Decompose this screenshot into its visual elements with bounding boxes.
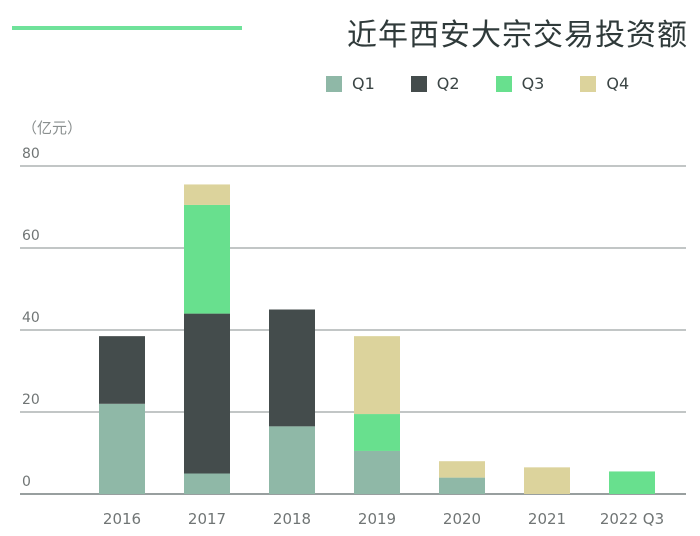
legend-label-q4: Q4 xyxy=(606,74,630,93)
y-tick-label: 20 xyxy=(22,392,40,408)
x-tick-label: 2022 Q3 xyxy=(600,510,664,528)
bar-segment-q2 xyxy=(184,313,230,474)
y-tick-label: 60 xyxy=(22,228,40,244)
bar-segment-q4 xyxy=(439,461,485,478)
legend-item-q4: Q4 xyxy=(580,74,629,93)
legend-item-q1: Q1 xyxy=(326,74,375,93)
chart-title: 近年西安大宗交易投资额 xyxy=(347,18,688,53)
bar-segment-q2 xyxy=(99,336,145,404)
x-tick-label: 2020 xyxy=(443,510,481,528)
bar-segment-q3 xyxy=(609,471,655,494)
bar-segment-q3 xyxy=(184,204,230,314)
bar-segment-q4 xyxy=(524,467,570,494)
x-tick-label: 2016 xyxy=(103,510,141,528)
y-axis-unit-label: （亿元） xyxy=(22,119,83,137)
bar-segment-q1 xyxy=(354,450,400,494)
legend-item-q3: Q3 xyxy=(495,74,545,93)
legend-swatch-q1 xyxy=(326,75,342,92)
legend-item-q2: Q2 xyxy=(410,74,460,93)
accent-line xyxy=(12,26,242,30)
bar-segment-q1 xyxy=(439,477,485,494)
x-tick-label: 2021 xyxy=(528,510,566,528)
legend: Q1 Q2 Q3 Q4 xyxy=(326,74,629,93)
y-tick-label: 40 xyxy=(22,310,40,326)
x-tick-label: 2019 xyxy=(358,510,396,528)
bar-segment-q1 xyxy=(99,403,145,494)
bar-segment-q1 xyxy=(269,426,315,494)
x-tick-label: 2018 xyxy=(273,510,311,528)
legend-label-q1: Q1 xyxy=(352,74,375,93)
x-tick-label: 2017 xyxy=(188,510,226,528)
y-tick-label: 0 xyxy=(22,474,31,490)
legend-label-q3: Q3 xyxy=(521,74,545,93)
bar-segment-q3 xyxy=(354,414,400,451)
legend-swatch-q2 xyxy=(410,75,427,92)
legend-label-q2: Q2 xyxy=(436,74,460,93)
bar-segment-q2 xyxy=(269,309,315,427)
bar-segment-q1 xyxy=(184,473,230,494)
bar-segment-q4 xyxy=(184,184,230,205)
legend-swatch-q3 xyxy=(495,75,512,92)
legend-swatch-q4 xyxy=(580,75,597,92)
bar-segment-q4 xyxy=(354,336,400,415)
y-tick-label: 80 xyxy=(22,146,40,162)
